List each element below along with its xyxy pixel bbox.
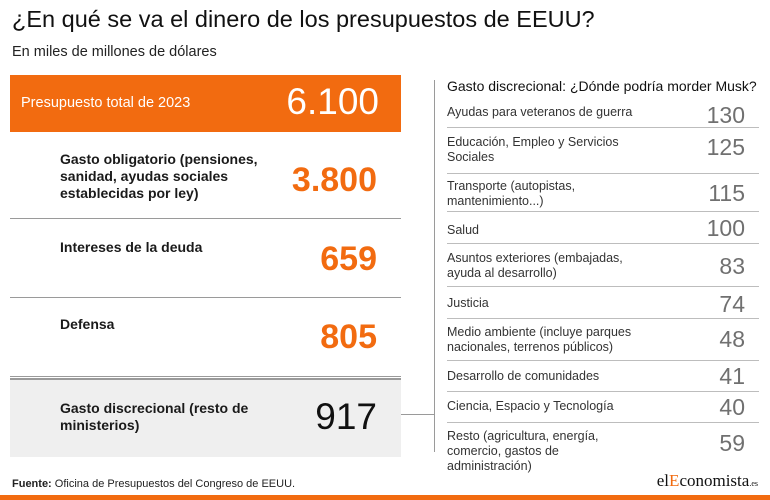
discretionary-row-value: 48 — [719, 326, 745, 352]
discretionary-row-value: 100 — [706, 215, 745, 241]
discretionary-row-label: Medio ambiente (incluye parques nacional… — [447, 325, 632, 354]
bottom-accent-bar — [0, 495, 770, 500]
discretionary-row-label: Transporte (autopistas, mantenimiento...… — [447, 179, 576, 208]
discretionary-row-label: Ciencia, Espacio y Tecnología — [447, 399, 614, 413]
budget-row-value: 805 — [320, 318, 377, 356]
discretionary-title: Gasto discrecional: ¿Dónde podría morder… — [447, 78, 757, 94]
budget-row-value: 6.100 — [286, 81, 379, 122]
budget-row-label: Gasto discrecional (resto de ministerios… — [60, 400, 249, 433]
discretionary-row-value: 59 — [719, 430, 745, 456]
discretionary-row-value: 41 — [719, 363, 745, 389]
discretionary-row: Salud 100 — [447, 213, 759, 244]
budget-row-total: Presupuesto total de 2023 6.100 — [10, 75, 401, 132]
discretionary-row: Ciencia, Espacio y Tecnología 40 — [447, 393, 759, 423]
budget-row-value: 3.800 — [291, 161, 377, 199]
discretionary-row-value: 74 — [719, 291, 745, 317]
discretionary-row: Desarrollo de comunidades 41 — [447, 362, 759, 392]
discretionary-row-label: Asuntos exteriores (embajadas, ayuda al … — [447, 251, 623, 280]
page-subtitle: En miles de millones de dólares — [12, 44, 217, 60]
source-label: Fuente: — [12, 478, 52, 490]
budget-row-label: Presupuesto total de 2023 — [21, 95, 191, 111]
discretionary-row-value: 40 — [719, 394, 745, 420]
budget-row-interest: Intereses de la deuda 659 — [10, 220, 401, 298]
source-text: Oficina de Presupuestos del Congreso de … — [51, 478, 296, 490]
budget-row-discretionary: Gasto discrecional (resto de ministerios… — [10, 378, 401, 457]
discretionary-row: Educación, Empleo y Servicios Sociales 1… — [447, 129, 759, 174]
budget-row-label: Defensa — [60, 316, 115, 332]
budget-row-mandatory: Gasto obligatorio (pensiones, sanidad, a… — [10, 132, 401, 219]
discretionary-row: Ayudas para veteranos de guerra 130 — [447, 98, 759, 128]
discretionary-row: Resto (agricultura, energía, comercio, g… — [447, 424, 759, 473]
discretionary-row: Justicia 74 — [447, 288, 759, 319]
budget-row-label: Gasto obligatorio (pensiones, sanidad, a… — [60, 151, 258, 201]
brand-logo: elEconomista.es — [656, 471, 758, 490]
budget-row-defense: Defensa 805 — [10, 299, 401, 377]
discretionary-row-label: Ayudas para veteranos de guerra — [447, 105, 633, 119]
page-title: ¿En qué se va el dinero de los presupues… — [12, 6, 595, 32]
budget-row-label: Intereses de la deuda — [60, 239, 203, 255]
source-note: Fuente: Oficina de Presupuestos del Cong… — [12, 478, 295, 490]
discretionary-row-label: Educación, Empleo y Servicios Sociales — [447, 135, 619, 164]
discretionary-row-value: 115 — [708, 180, 745, 206]
budget-row-value: 659 — [320, 240, 377, 278]
bracket-line — [434, 80, 435, 452]
discretionary-row-value: 83 — [719, 253, 745, 279]
discretionary-row-label: Desarrollo de comunidades — [447, 369, 600, 383]
discretionary-row-label: Justicia — [447, 296, 489, 310]
discretionary-row-value: 125 — [706, 134, 745, 160]
discretionary-row: Medio ambiente (incluye parques nacional… — [447, 320, 759, 361]
discretionary-row-value: 130 — [706, 102, 745, 128]
discretionary-row-label: Salud — [447, 223, 479, 237]
connector-line — [401, 414, 434, 415]
discretionary-row-label: Resto (agricultura, energía, comercio, g… — [447, 429, 599, 473]
discretionary-row: Asuntos exteriores (embajadas, ayuda al … — [447, 245, 759, 287]
discretionary-row: Transporte (autopistas, mantenimiento...… — [447, 175, 759, 212]
budget-row-value: 917 — [315, 396, 377, 437]
